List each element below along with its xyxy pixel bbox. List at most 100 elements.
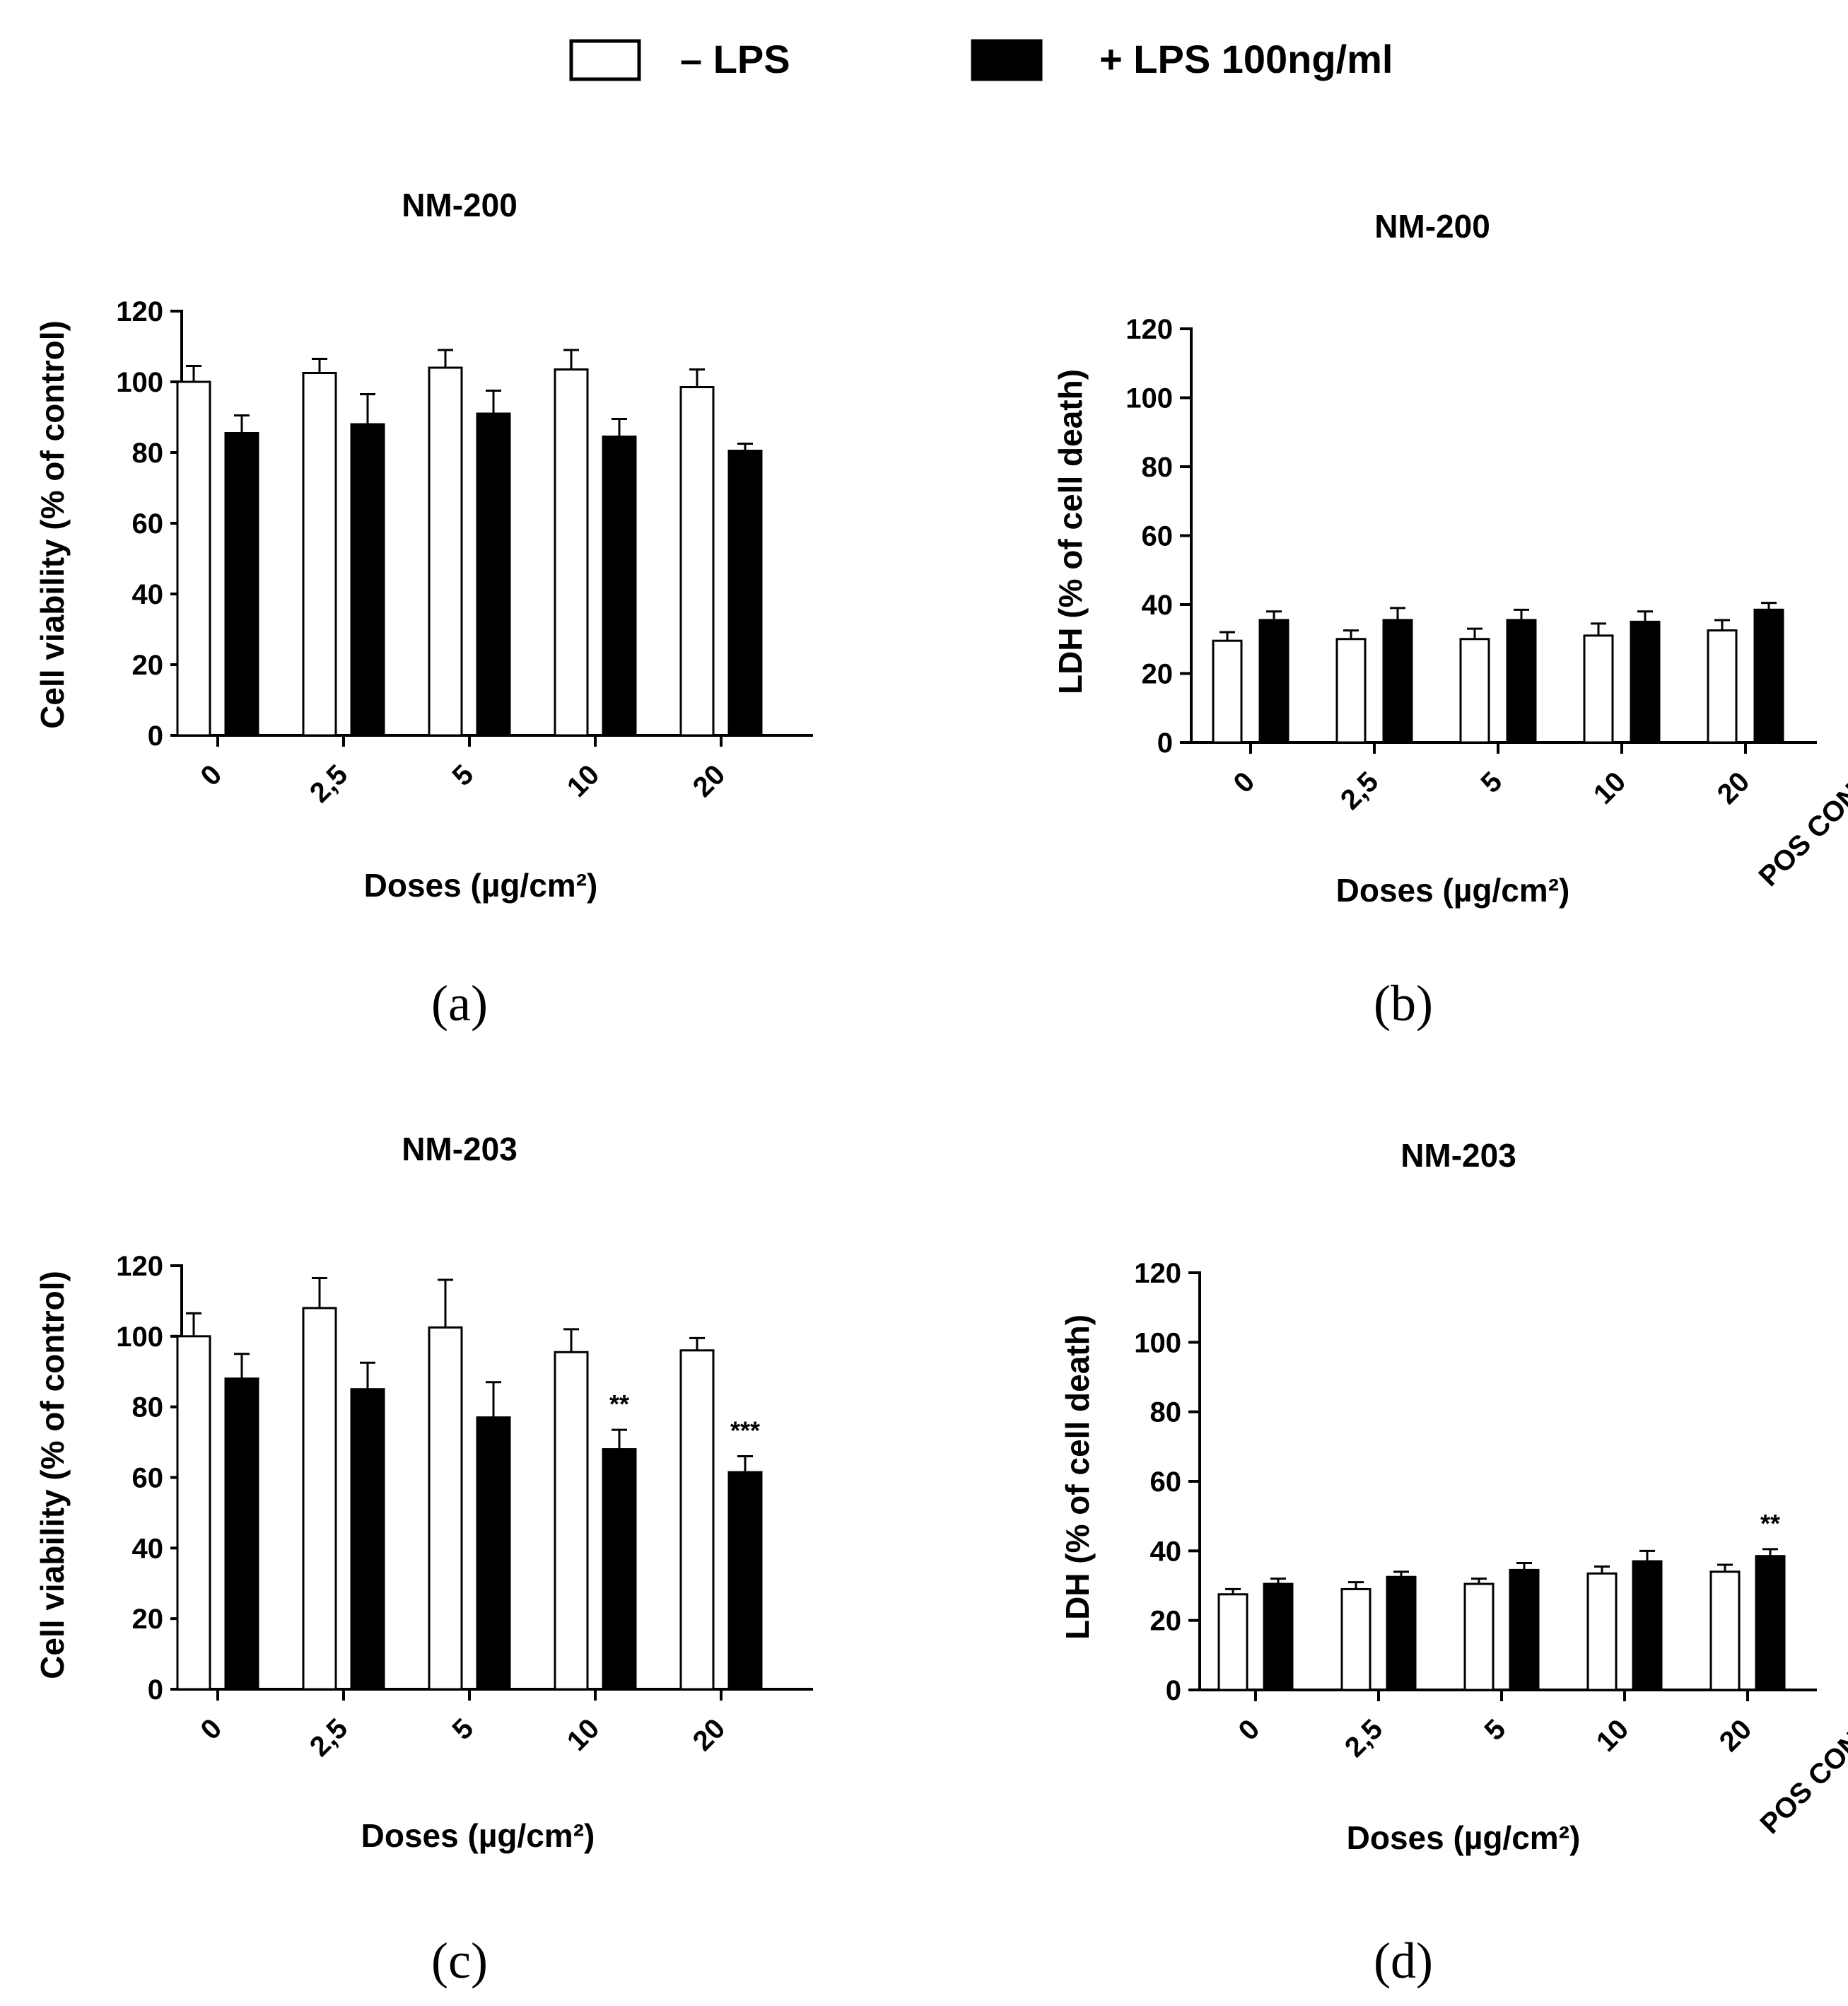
x-axis-label-d: Doses (µg/cm²): [1347, 1819, 1581, 1856]
panel-d: NM-203 LDH (% of cell death) Doses (µg/c…: [1059, 1137, 1848, 1989]
chart-title-b: NM-200: [1374, 208, 1490, 245]
panel-a: NM-200 Cell viability (% of control) Dos…: [34, 187, 813, 1032]
y-tick-label: 40: [1150, 1536, 1182, 1567]
x-tick-label: 0: [1228, 766, 1261, 799]
y-tick-label: 40: [1142, 590, 1174, 621]
bar-plus-lps: [602, 1448, 637, 1691]
y-tick-label: 120: [1125, 314, 1173, 345]
bar-minus-lps: [1459, 638, 1490, 744]
bar-minus-lps: [1586, 1572, 1618, 1691]
chart-title-c: NM-203: [402, 1131, 517, 1167]
y-tick-label: 20: [1142, 659, 1174, 690]
panel-b: NM-200 LDH (% of cell death) Doses (µg/c…: [1052, 208, 1848, 1032]
x-tick-label: 5: [1475, 766, 1509, 799]
y-tick-label: 0: [148, 721, 163, 752]
bar-plus-lps: [224, 432, 259, 737]
y-tick-label: 100: [1134, 1327, 1181, 1358]
y-axis-label-a: Cell viability (% of control): [34, 320, 71, 729]
panel-c: NM-203 Cell viability (% of control) Dos…: [34, 1131, 813, 1989]
significance-marker: **: [1760, 1509, 1780, 1538]
y-tick-label: 60: [132, 508, 164, 540]
y-axis-label-d: LDH (% of cell death): [1059, 1314, 1096, 1640]
bar-minus-lps: [554, 368, 589, 737]
y-tick-label: 100: [116, 367, 163, 398]
bar-plus-lps: [602, 436, 637, 737]
y-tick-label: 0: [148, 1674, 163, 1705]
x-axis-label-c: Doses (µg/cm²): [361, 1817, 595, 1854]
x-tick-label: 2,5: [304, 1713, 353, 1762]
bar-minus-lps: [679, 386, 715, 737]
x-tick-label: 5: [1479, 1713, 1512, 1746]
panel-label-c: (c): [431, 1932, 488, 1989]
chart-title-d: NM-203: [1400, 1137, 1516, 1174]
x-tick-label: 2,5: [1339, 1713, 1388, 1763]
y-tick-label: 120: [116, 296, 163, 327]
bar-minus-lps: [1707, 629, 1738, 744]
bar-plus-lps: [1506, 619, 1537, 744]
y-tick-label: 40: [132, 579, 164, 610]
bar-plus-lps: [224, 1377, 259, 1691]
legend: – LPS + LPS 100ng/ml: [569, 37, 1393, 81]
y-tick-label: 0: [1157, 728, 1173, 759]
y-tick-label: 40: [132, 1533, 164, 1564]
bar-minus-lps: [1463, 1582, 1495, 1691]
y-tick-label: 60: [132, 1463, 164, 1494]
x-tick-label: 20: [687, 759, 732, 803]
y-tick-label: 120: [116, 1251, 163, 1282]
y-tick-label: 80: [132, 438, 164, 469]
x-tick-label: POS CONT: [1753, 766, 1848, 892]
y-tick-label: 100: [116, 1322, 163, 1353]
x-tick-label: 0: [195, 1713, 228, 1746]
bar-plus-lps: [1755, 1555, 1786, 1691]
bar-plus-lps: [476, 1416, 511, 1691]
x-tick-label: 20: [687, 1713, 732, 1757]
bar-minus-lps: [1340, 1587, 1372, 1691]
y-tick-label: 60: [1150, 1466, 1182, 1498]
y-axis-label-c: Cell viability (% of control): [34, 1271, 71, 1679]
x-tick-label: 2,5: [1335, 766, 1384, 815]
x-axis-label-a: Doses (µg/cm²): [364, 867, 598, 904]
bar-plus-lps: [1632, 1560, 1663, 1691]
bar-plus-lps: [727, 450, 763, 737]
y-tick-label: 20: [132, 1604, 164, 1635]
bar-minus-lps: [1217, 1593, 1248, 1691]
legend-swatch-plus-lps: [971, 39, 1043, 81]
bar-minus-lps: [176, 1335, 211, 1691]
x-tick-label: POS CONT: [1755, 1713, 1848, 1840]
bar-plus-lps: [1382, 619, 1413, 744]
bar-plus-lps: [1263, 1582, 1294, 1691]
bar-minus-lps: [176, 380, 211, 737]
x-tick-label: 0: [195, 759, 228, 792]
y-tick-label: 80: [132, 1392, 164, 1423]
bar-minus-lps: [428, 1326, 463, 1691]
bar-minus-lps: [1335, 638, 1367, 744]
x-tick-label: 20: [1714, 1713, 1758, 1758]
y-tick-label: 20: [132, 650, 164, 681]
bar-plus-lps: [1509, 1568, 1540, 1691]
chart-title-a: NM-200: [402, 187, 517, 223]
bar-plus-lps: [1258, 619, 1289, 744]
y-tick-label: 80: [1150, 1397, 1182, 1428]
bar-plus-lps: [1753, 608, 1784, 744]
x-tick-label: 0: [1233, 1713, 1266, 1746]
x-tick-label: 5: [447, 1713, 480, 1746]
y-tick-label: 120: [1134, 1258, 1181, 1289]
significance-marker: ***: [730, 1416, 760, 1445]
x-tick-label: 10: [561, 759, 606, 803]
x-tick-label: 10: [1591, 1713, 1635, 1758]
x-tick-label: 10: [1588, 766, 1632, 810]
bar-plus-lps: [350, 1388, 385, 1691]
bar-minus-lps: [428, 366, 463, 737]
y-tick-label: 100: [1125, 383, 1173, 414]
significance-marker: **: [609, 1389, 629, 1418]
x-axis-label-b: Doses (µg/cm²): [1336, 872, 1570, 909]
panel-label-a: (a): [431, 975, 488, 1032]
bar-plus-lps: [476, 412, 511, 737]
panel-label-b: (b): [1374, 975, 1433, 1032]
y-tick-label: 60: [1142, 521, 1174, 552]
y-tick-label: 20: [1150, 1606, 1182, 1637]
plot-a: 0 20 40 60 80 100 120 0 2,5 5 10 20: [116, 296, 813, 809]
